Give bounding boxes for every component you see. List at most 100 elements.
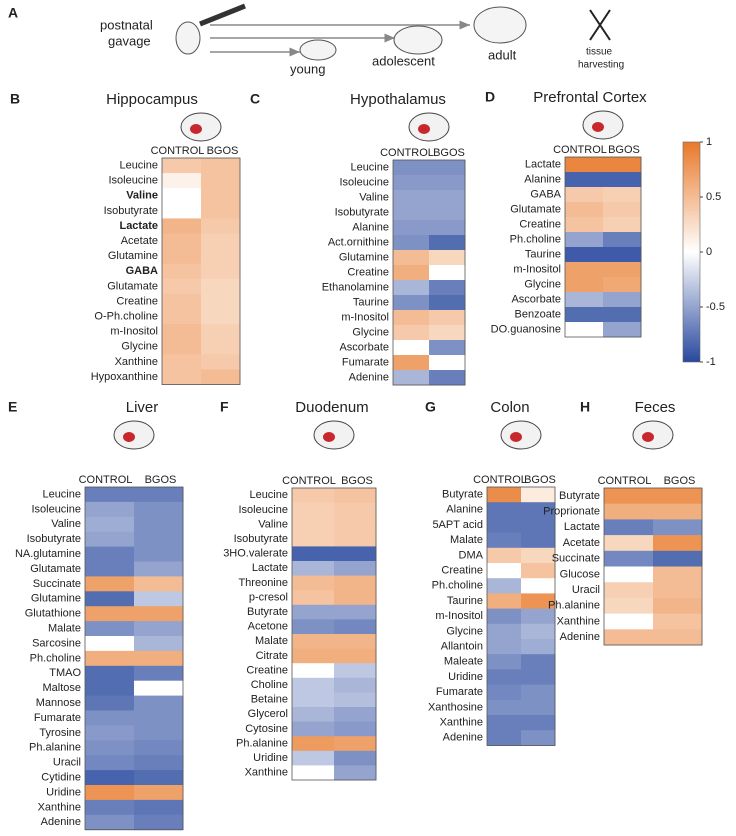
heatmap-cell bbox=[334, 634, 377, 650]
row-label: Isoleucine bbox=[108, 175, 158, 187]
chart-title: Hippocampus bbox=[106, 91, 198, 108]
column-label: CONTROL bbox=[79, 474, 133, 486]
row-label: Succinate bbox=[552, 553, 600, 565]
heatmap-cell bbox=[134, 785, 184, 801]
heatmap-cell bbox=[521, 730, 556, 746]
heatmap-border bbox=[486, 486, 556, 746]
heatmap-cell bbox=[334, 561, 377, 577]
heatmap-cell bbox=[393, 340, 430, 356]
heatmap-cell bbox=[201, 309, 241, 325]
row-label: Uracil bbox=[53, 757, 81, 769]
heatmap-cell bbox=[85, 770, 135, 786]
colorbar-tick-label: -0.5 bbox=[706, 301, 725, 313]
heatmap-cell bbox=[201, 173, 241, 189]
heatmap-cell bbox=[292, 750, 335, 766]
syringe bbox=[199, 3, 246, 27]
heatmap-border bbox=[392, 159, 466, 386]
heatmap-cell bbox=[134, 814, 184, 831]
heatmap-cell bbox=[292, 692, 335, 708]
row-label: Threonine bbox=[238, 577, 288, 589]
row-label: Tyrosine bbox=[39, 727, 81, 739]
row-label: Uracil bbox=[572, 584, 600, 596]
row-label: Glutamate bbox=[107, 280, 158, 292]
heatmap-cell bbox=[134, 606, 184, 622]
column-label: BGOS bbox=[608, 144, 640, 156]
row-label: Isobutyrate bbox=[234, 533, 288, 545]
row-label: 5APT acid bbox=[432, 519, 483, 531]
heatmap-cell bbox=[487, 563, 522, 579]
row-label: Choline bbox=[251, 679, 288, 691]
heatmap-cell bbox=[429, 190, 466, 206]
heatmap-cell bbox=[85, 725, 135, 741]
heatmap-cell bbox=[393, 160, 430, 176]
heatmap-cell bbox=[134, 680, 184, 697]
row-label: Ph.choline bbox=[510, 233, 561, 245]
column-label: BGOS bbox=[207, 145, 239, 157]
row-label: Ph.choline bbox=[30, 652, 81, 664]
heatmap-cell bbox=[134, 770, 184, 786]
colorbar-tick-label: 1 bbox=[706, 136, 712, 148]
row-label: Leucine bbox=[42, 488, 81, 500]
gavage-label: gavage bbox=[108, 33, 151, 48]
heatmap-cell bbox=[334, 502, 377, 518]
heatmap-cell bbox=[85, 531, 135, 548]
heatmap-cell bbox=[565, 202, 604, 218]
heatmap-cell bbox=[162, 158, 202, 174]
row-label: Acetate bbox=[563, 537, 600, 549]
heatmap-cell bbox=[487, 654, 522, 670]
heatmap-cell bbox=[521, 547, 556, 564]
row-label: Taurine bbox=[525, 248, 561, 260]
column-label: BGOS bbox=[341, 475, 373, 487]
heatmap-cell bbox=[429, 370, 466, 386]
row-label: Isobutyrate bbox=[104, 205, 158, 217]
row-label: O-Ph.choline bbox=[94, 310, 158, 322]
heatmap-cell bbox=[292, 721, 335, 737]
heatmap-cell bbox=[487, 578, 522, 594]
row-label: Alanine bbox=[352, 221, 389, 233]
heatmap-cell bbox=[292, 561, 335, 577]
organ-highlight bbox=[510, 432, 522, 442]
chart-title: Duodenum bbox=[295, 399, 368, 416]
row-label: Butyrate bbox=[247, 606, 288, 618]
heatmap-cell bbox=[429, 325, 466, 341]
organ-highlight bbox=[323, 432, 335, 442]
row-label: Glycine bbox=[352, 326, 389, 338]
heatmap-cell bbox=[393, 235, 430, 251]
panel-letter: F bbox=[220, 399, 229, 415]
heatmap-cell bbox=[429, 175, 466, 191]
heatmap-cell bbox=[201, 158, 241, 174]
heatmap-cell bbox=[134, 591, 184, 607]
heatmap-cell bbox=[85, 501, 135, 518]
heatmap-border bbox=[603, 487, 703, 646]
row-label: Glycerol bbox=[248, 708, 288, 720]
heatmap-cell bbox=[334, 663, 377, 679]
row-label: Lactate bbox=[525, 158, 561, 170]
row-label: Glutamate bbox=[510, 203, 561, 215]
row-label: Ph.alanine bbox=[548, 600, 600, 612]
heatmap-cell bbox=[292, 531, 335, 547]
row-label: Ph.choline bbox=[432, 580, 483, 592]
chart-title: Hypothalamus bbox=[350, 91, 446, 108]
heatmap-cell bbox=[162, 354, 202, 370]
row-label: Lactate bbox=[564, 521, 600, 533]
heatmap-cell bbox=[201, 369, 241, 385]
heatmap-cell bbox=[565, 262, 604, 278]
row-label: Glycine bbox=[121, 341, 158, 353]
row-label: Uridine bbox=[46, 786, 81, 798]
column-label: CONTROL bbox=[380, 147, 434, 159]
heatmap-cell bbox=[604, 629, 654, 646]
row-label: Creatine bbox=[519, 218, 561, 230]
row-label: Hypoxanthine bbox=[91, 371, 158, 383]
heatmap-cell bbox=[134, 516, 184, 533]
mouse-adult bbox=[473, 6, 527, 44]
heatmap-cell bbox=[134, 665, 184, 682]
row-label: Xanthine bbox=[38, 801, 81, 813]
heatmap-cell bbox=[604, 503, 654, 520]
panel-letter: A bbox=[8, 5, 18, 21]
heatmap-cell bbox=[162, 263, 202, 280]
mouse-pup bbox=[175, 21, 201, 55]
heatmap-cell bbox=[603, 292, 642, 308]
row-label: DO.guanosine bbox=[491, 323, 561, 335]
row-label: Taurine bbox=[447, 595, 483, 607]
